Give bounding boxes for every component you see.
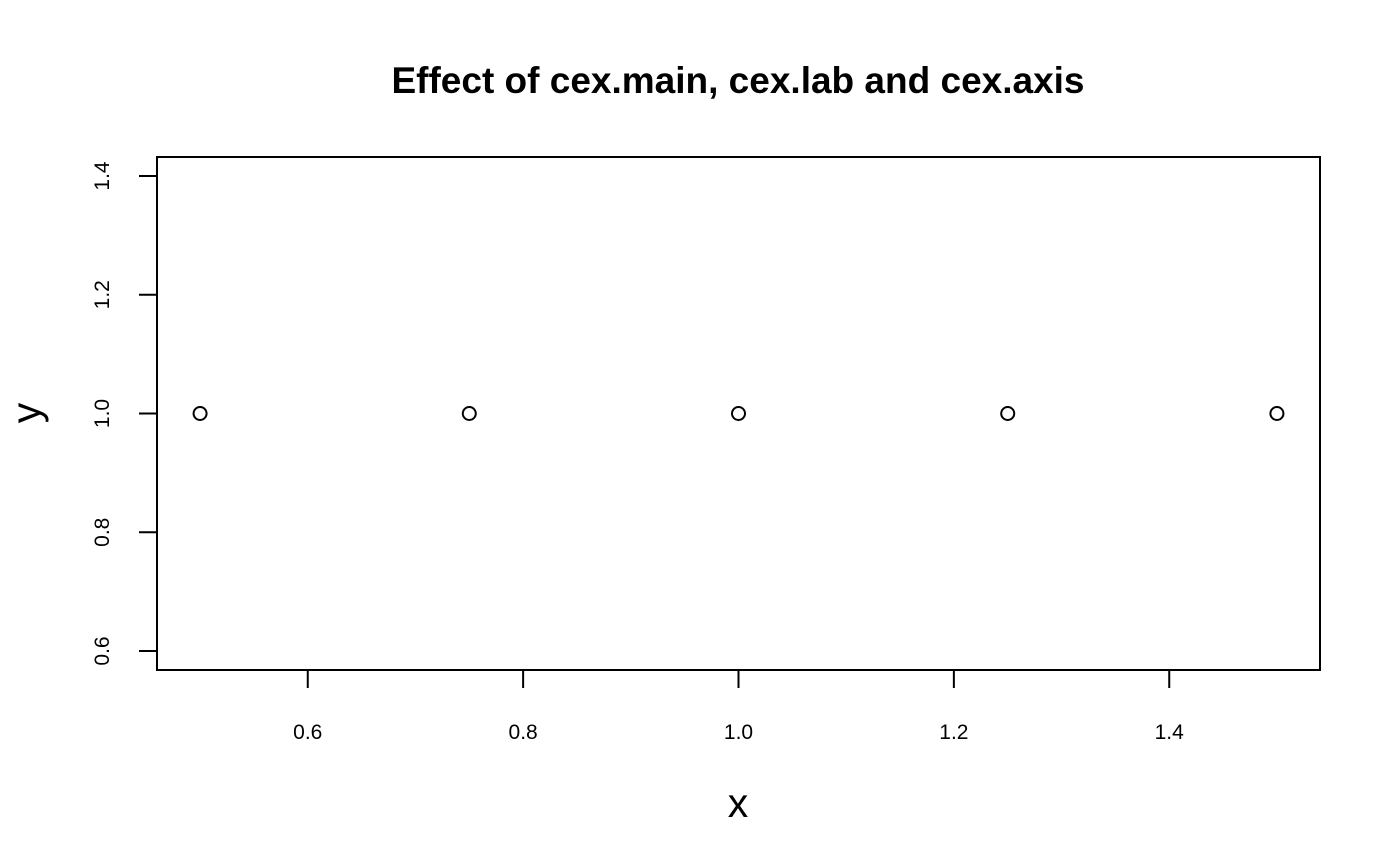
- x-tick-label: 0.6: [293, 721, 322, 744]
- y-tick-label: 1.4: [91, 161, 114, 191]
- y-tick-label: 0.6: [91, 636, 114, 665]
- y-tick-label: 1.2: [91, 280, 114, 309]
- data-point: [1269, 406, 1285, 421]
- data-point: [1000, 406, 1016, 421]
- x-axis: 0.6 0.8 1.0 1.2 1.4: [293, 669, 1185, 744]
- data-point: [192, 406, 208, 421]
- x-tick-label: 1.4: [1155, 721, 1185, 744]
- data-point: [461, 406, 477, 421]
- y-tick-label: 1.0: [91, 399, 114, 428]
- x-tick-label: 1.0: [724, 721, 753, 744]
- y-axis: 0.6 0.8 1.0 1.2 1.4: [91, 161, 158, 666]
- y-axis-title: y: [3, 402, 49, 423]
- x-axis-title: x: [728, 780, 749, 826]
- chart-title: Effect of cex.main, cex.lab and cex.axis: [391, 60, 1084, 101]
- data-points: [192, 406, 1285, 421]
- y-tick-label: 0.8: [91, 518, 114, 547]
- x-tick-label: 0.8: [509, 721, 538, 744]
- data-point: [731, 406, 746, 421]
- plot-frame: [156, 156, 1321, 671]
- x-tick-label: 1.2: [939, 721, 968, 744]
